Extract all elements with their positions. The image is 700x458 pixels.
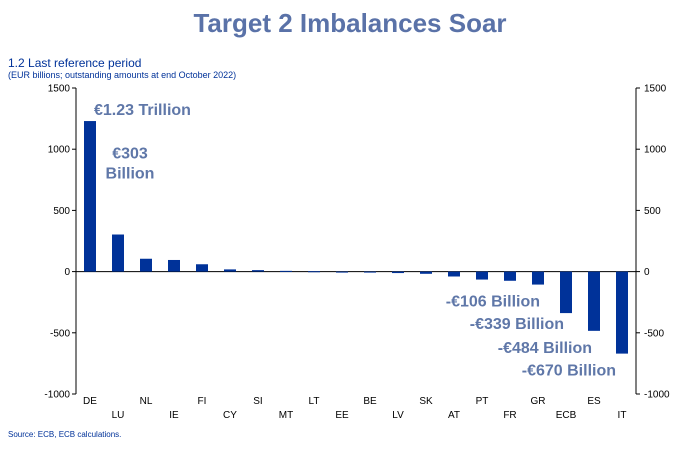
x-tick-label: FI <box>198 396 207 407</box>
x-tick-label: SI <box>253 396 262 407</box>
y-tick-label-right: 500 <box>644 206 661 217</box>
y-tick-label-right: 1000 <box>644 145 667 156</box>
x-tick-label: IE <box>169 410 179 421</box>
bar-ie <box>168 259 180 272</box>
chart-title: Target 2 Imbalances Soar <box>193 8 507 38</box>
x-tick-label: ECB <box>556 410 577 421</box>
bar-mt <box>280 270 292 272</box>
chart-annotations: €1.23 Trillion €303 Billion -€106 Billion -€… <box>94 102 616 380</box>
bar-de <box>84 121 96 272</box>
annotation-label: -€484 Billion <box>498 340 592 357</box>
y-tick-label-left: -1000 <box>44 390 70 401</box>
chart-labels: DE LU NL IE FI CY SI MT LT EE BE LV SK AT PT FR GR ECB ES I… <box>83 396 626 421</box>
bar-fi <box>196 264 208 272</box>
bar-ee <box>336 271 348 273</box>
chart-note: (EUR billions; outstanding amounts at en… <box>8 70 237 80</box>
chart-subtitle: 1.2 Last reference period <box>8 56 142 70</box>
x-tick-label: FR <box>503 410 516 421</box>
source-note: Source: ECB, ECB calculations. <box>8 430 122 439</box>
y-tick-label-left: 500 <box>53 206 70 217</box>
bar-gr <box>532 271 544 285</box>
x-tick-label: BE <box>363 396 377 407</box>
bar-be <box>364 271 376 273</box>
x-tick-label: SK <box>419 396 433 407</box>
x-tick-label: LU <box>112 410 125 421</box>
bar-nl <box>140 258 152 272</box>
x-tick-label: LV <box>392 410 404 421</box>
x-tick-label: EE <box>335 410 349 421</box>
x-tick-label: DE <box>83 396 97 407</box>
bar-it <box>616 271 628 354</box>
y-tick-label-left: 0 <box>64 267 70 278</box>
x-tick-label: AT <box>448 410 460 421</box>
annotation-label: €1.23 Trillion <box>94 102 191 119</box>
x-tick-label: MT <box>279 410 293 421</box>
x-tick-label: NL <box>140 396 153 407</box>
bar-sk <box>420 271 432 274</box>
y-tick-label-right: -1000 <box>644 390 670 401</box>
bar-lu <box>112 234 124 272</box>
y-tick-label-right: 1500 <box>644 84 667 95</box>
y-tick-label-left: 1500 <box>48 84 71 95</box>
y-tick-label-right: 0 <box>644 267 650 278</box>
bar-cy <box>224 269 236 272</box>
x-tick-label: GR <box>531 396 546 407</box>
x-tick-label: ES <box>587 396 601 407</box>
annotation-label: Billion <box>106 166 155 183</box>
bar-pt <box>476 271 488 280</box>
chart-axes: 1500 1500 1000 1000 500 500 0 0 -500 -500 -1000 -10… <box>44 84 670 401</box>
x-tick-label: LT <box>309 396 320 407</box>
x-tick-label: PT <box>476 396 489 407</box>
bar-ecb <box>560 271 572 314</box>
annotation-label: €303 <box>112 146 148 163</box>
bar-lt <box>308 271 320 273</box>
annotation-label: -€670 Billion <box>522 363 616 380</box>
x-tick-label: CY <box>223 410 237 421</box>
y-tick-label-left: 1000 <box>48 145 71 156</box>
bar-fr <box>504 271 516 281</box>
bar-lv <box>392 271 404 274</box>
bar-si <box>252 270 264 272</box>
y-tick-label-left: -500 <box>50 328 70 339</box>
chart-bars <box>84 121 628 354</box>
annotation-label: -€106 Billion <box>446 294 540 311</box>
bar-at <box>448 271 460 277</box>
annotation-label: -€339 Billion <box>470 316 564 333</box>
bar-es <box>588 271 600 331</box>
y-tick-label-right: -500 <box>644 328 664 339</box>
x-tick-label: IT <box>618 410 627 421</box>
